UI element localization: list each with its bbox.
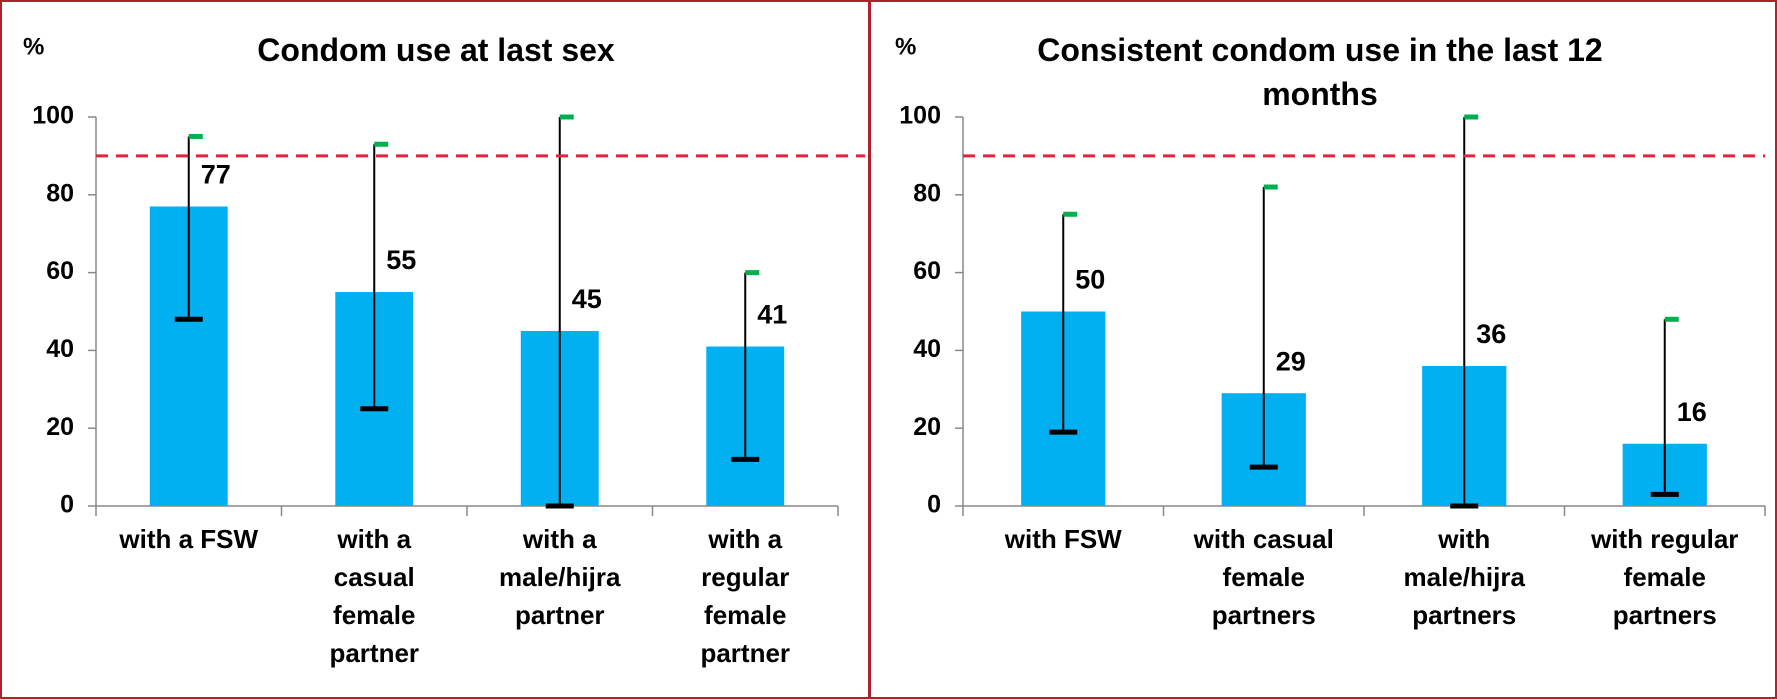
chart-title-box: Consistent condom use in the last 12 mon… xyxy=(1037,32,1603,112)
y-tick-label: 60 xyxy=(913,257,941,285)
data-label: 55 xyxy=(386,245,416,275)
x-tick-label: with regular female partners xyxy=(1591,524,1739,630)
x-tick-label-box: with a regular female partner xyxy=(700,524,791,668)
x-tick-label-box: with a male/hijra partner xyxy=(499,524,621,630)
y-tick-label: 0 xyxy=(60,491,74,519)
chart-title-box: Condom use at last sex xyxy=(257,32,615,68)
data-label: 45 xyxy=(572,284,602,314)
x-tick-label: with a male/hijra partner xyxy=(499,524,621,630)
x-tick-label: with FSW xyxy=(1004,524,1122,554)
chart-title: Consistent condom use in the last 12 mon… xyxy=(1037,32,1603,112)
data-label: 50 xyxy=(1075,265,1105,295)
y-tick-label: 80 xyxy=(913,179,941,207)
y-tick-label: 80 xyxy=(46,179,74,207)
x-tick-label-box: with casual female partners xyxy=(1193,524,1334,630)
y-tick-label: 100 xyxy=(899,102,941,130)
y-tick-label: 20 xyxy=(46,413,74,441)
y-tick-label: 20 xyxy=(913,413,941,441)
data-label: 29 xyxy=(1276,346,1306,376)
y-tick-label: 40 xyxy=(46,335,74,363)
data-label: 77 xyxy=(201,160,231,190)
data-label: 16 xyxy=(1677,397,1707,427)
x-tick-label-box: with male/hijra partners xyxy=(1403,524,1525,630)
data-label: 36 xyxy=(1476,319,1506,349)
y-tick-label: 40 xyxy=(913,335,941,363)
x-tick-label-box: with a casual female partner xyxy=(329,524,420,668)
panel-border xyxy=(869,0,1777,699)
x-tick-label-box: with regular female partners xyxy=(1591,524,1739,630)
x-tick-label-box: with a FSW xyxy=(119,524,259,554)
x-tick-label: with a casual female partner xyxy=(329,524,420,668)
x-tick-label-box: with FSW xyxy=(1004,524,1122,554)
x-tick-label: with a regular female partner xyxy=(700,524,791,668)
y-axis-label: % xyxy=(23,33,44,60)
x-tick-label: with casual female partners xyxy=(1193,524,1334,630)
data-label: 41 xyxy=(757,300,787,330)
y-tick-label: 60 xyxy=(46,257,74,285)
y-tick-label: 100 xyxy=(32,102,74,130)
x-tick-label: with male/hijra partners xyxy=(1403,524,1525,630)
chart-title: Condom use at last sex xyxy=(257,32,615,68)
x-tick-label: with a FSW xyxy=(119,524,259,554)
y-axis-label: % xyxy=(895,33,916,60)
y-tick-label: 0 xyxy=(927,491,941,519)
